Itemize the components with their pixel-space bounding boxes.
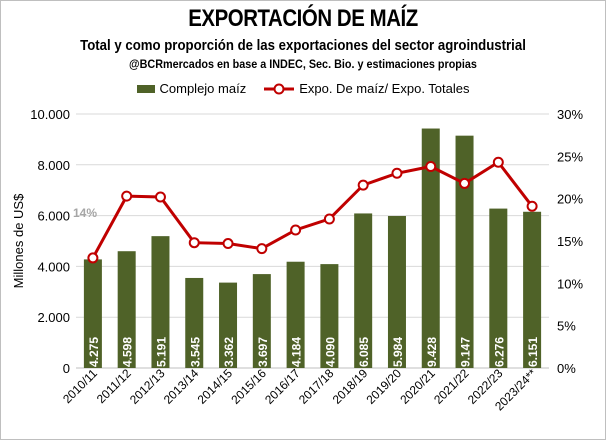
x-tick-label: 2016/17 (262, 366, 303, 407)
y-tick-label: 10.000 (30, 107, 70, 122)
x-tick-label: 2020/21 (397, 366, 438, 407)
y-tick-label: 4.000 (37, 259, 70, 274)
legend-swatch-line (264, 83, 295, 94)
bar-data-label: 4.184 (290, 337, 304, 367)
bar-data-label: 6.151 (526, 337, 540, 367)
legend-item-line: Expo. De maíz/ Expo. Totales (264, 81, 470, 96)
x-tick-label: 2014/15 (195, 366, 236, 407)
y-tick-label: 8.000 (37, 158, 70, 173)
line-point (391, 167, 403, 179)
bar-data-label: 4.598 (121, 337, 135, 367)
x-tick-label: 2017/18 (296, 366, 337, 407)
bar-data-label: 9.147 (459, 337, 473, 367)
line-point (154, 191, 166, 203)
y2-tick-label: 30% (557, 107, 583, 122)
bar (320, 264, 339, 368)
bar-data-label: 6.085 (357, 337, 371, 367)
bar-data-label: 3.545 (188, 337, 202, 367)
chart-subtitle: Total y como proporción de las exportaci… (80, 37, 526, 54)
x-tick-label: 2019/20 (364, 366, 405, 407)
line-point (357, 179, 369, 191)
x-tick-label: 2021/22 (431, 366, 472, 407)
x-tick-label: 2015/16 (228, 366, 269, 407)
bar-data-label: 3.697 (256, 337, 270, 367)
bar (387, 216, 406, 368)
y2-tick-label: 20% (557, 192, 583, 207)
line-point (256, 243, 268, 255)
bar (523, 211, 542, 368)
line-point (121, 190, 133, 202)
y2-tick-label: 15% (557, 234, 583, 249)
bar (151, 236, 170, 368)
x-tick-label: 2012/13 (127, 366, 168, 407)
y2-tick-label: 5% (557, 319, 576, 334)
line-point (459, 177, 471, 189)
line-point (323, 213, 335, 225)
y-tick-label: 2.000 (37, 310, 70, 325)
bar (117, 251, 136, 368)
bar-data-label: 3.362 (222, 337, 236, 367)
bar (185, 277, 204, 368)
y2-tick-label: 0% (557, 361, 576, 376)
bar-data-label: 5.191 (154, 337, 168, 367)
y2-tick-label: 10% (557, 276, 583, 291)
y-tick-label: 0 (63, 361, 70, 376)
line-point (188, 237, 200, 249)
y-axis-label: Millones de US$ (11, 193, 26, 288)
bar (252, 274, 271, 368)
chart-source: @BCRmercados en base a INDEC, Sec. Bio. … (129, 57, 477, 71)
x-tick-label: 2011/12 (94, 366, 134, 406)
legend: Complejo maíz Expo. De maíz/ Expo. Total… (1, 81, 605, 96)
chart-title: EXPORTACIÓN DE MAÍZ (188, 5, 418, 32)
bar (354, 213, 373, 368)
bar-data-label: 4.090 (323, 337, 337, 367)
legend-item-bars: Complejo maíz (136, 81, 247, 96)
x-tick-label: 2013/14 (161, 366, 202, 407)
legend-swatch-bars (136, 84, 155, 93)
legend-label: Expo. De maíz/ Expo. Totales (299, 81, 470, 96)
bar-data-label: 9.428 (425, 337, 439, 367)
bar-data-label: 5.984 (391, 337, 405, 367)
annotation: 14% (73, 206, 97, 220)
bar-data-label: 6.276 (492, 337, 506, 367)
bar (83, 259, 102, 368)
bar (219, 282, 238, 368)
x-tick-label: 2018/19 (330, 366, 371, 407)
bar (489, 208, 508, 368)
line-point (526, 200, 538, 212)
bar (286, 261, 305, 368)
bar (455, 135, 474, 368)
line-point (425, 160, 437, 172)
line-point (87, 252, 99, 264)
line-series (91, 160, 534, 259)
line-point (222, 238, 234, 250)
bar (421, 128, 440, 368)
bar-data-label: 4.275 (87, 337, 101, 367)
line-point (290, 224, 302, 236)
y2-tick-label: 25% (557, 149, 583, 164)
legend-label: Complejo maíz (159, 81, 247, 96)
line-point (492, 156, 504, 168)
y-tick-label: 6.000 (37, 209, 70, 224)
